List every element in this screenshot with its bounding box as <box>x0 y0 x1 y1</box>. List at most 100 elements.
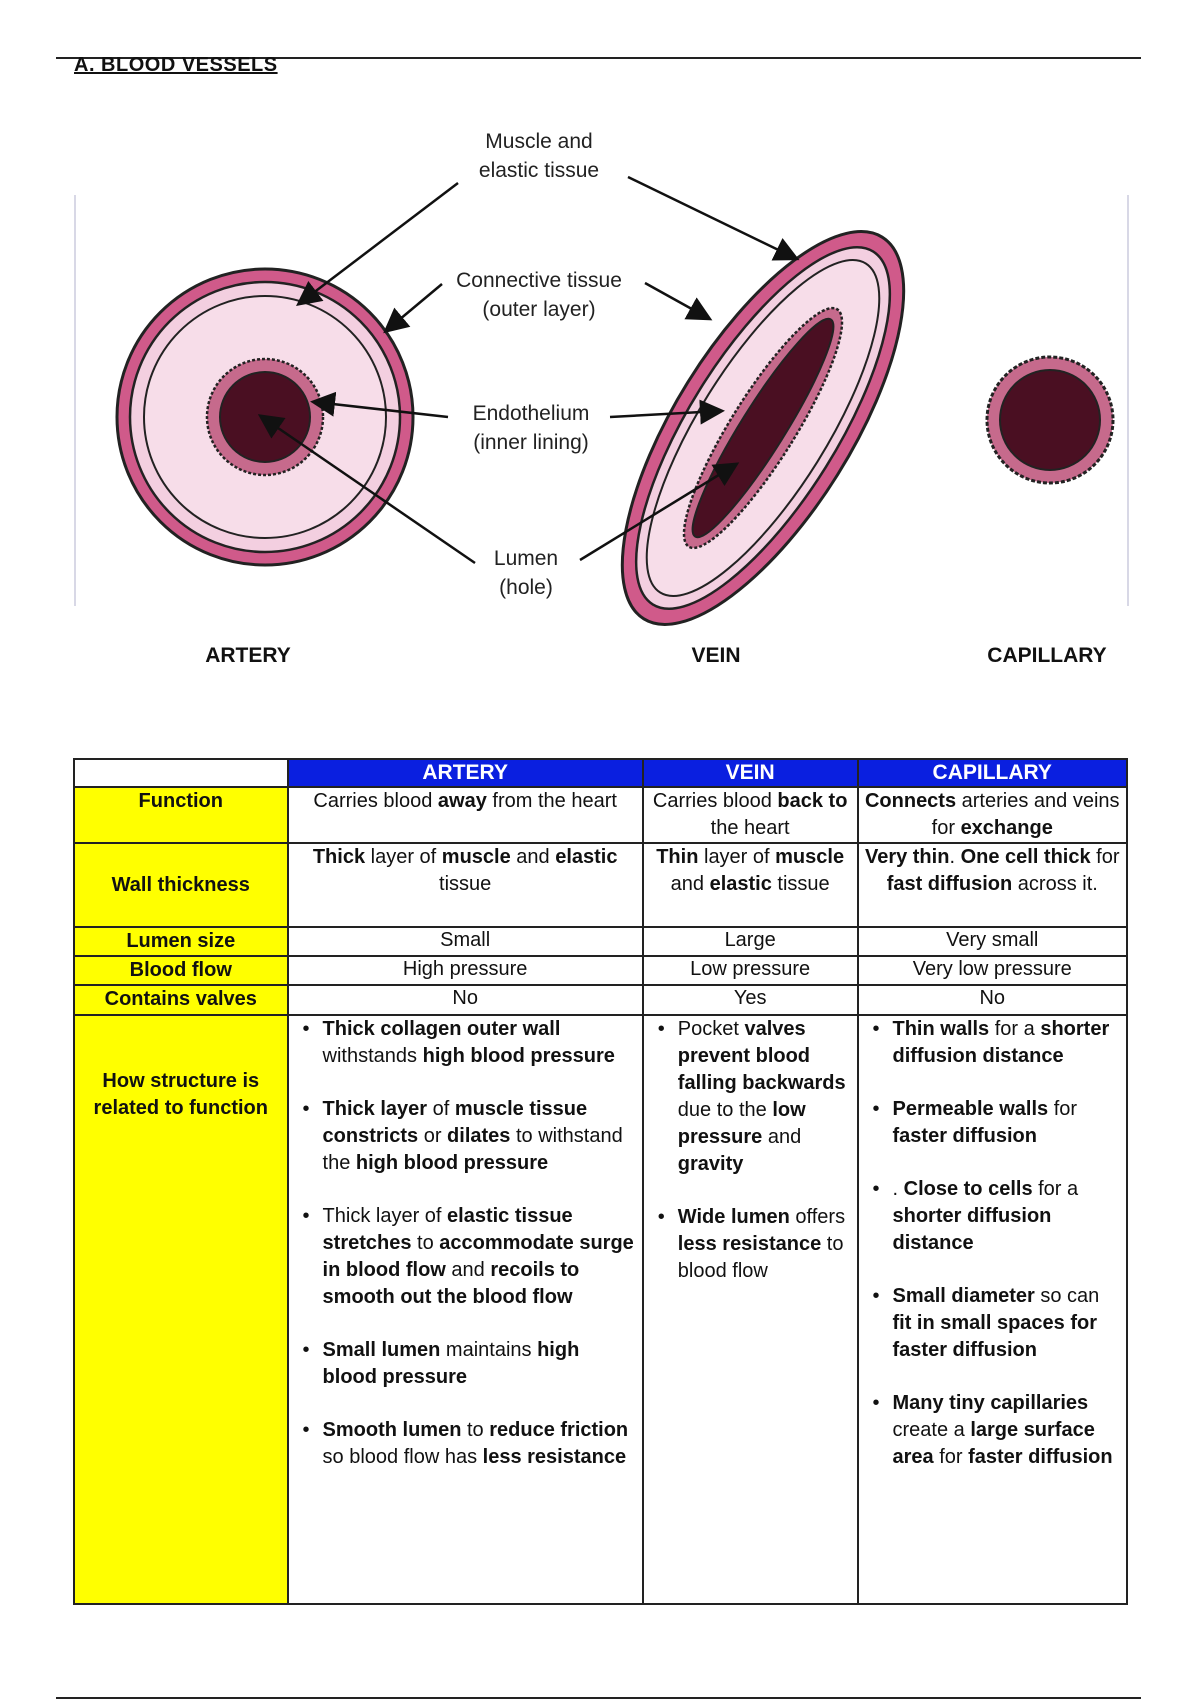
bullet-point: Thick layer of elastic tissue stretches … <box>293 1203 638 1311</box>
text: for <box>933 1446 969 1468</box>
vein-structure-cell: Pocket valves prevent blood falling back… <box>641 1014 859 1605</box>
vein-cell: Yes <box>641 984 859 1016</box>
capillary-cell: Very thin. One cell thick for fast diffu… <box>856 842 1128 928</box>
header-capillary: CAPILLARY <box>856 758 1128 788</box>
text: for a <box>1032 1178 1079 1200</box>
label-line: (inner lining) <box>473 431 589 454</box>
bullet-point: Permeable walls for faster diffusion <box>863 1096 1123 1150</box>
bold-text: Many tiny <box>892 1392 985 1414</box>
bold-text: Small lumen <box>322 1339 441 1361</box>
bold-text: Thick <box>312 846 366 868</box>
bullet-point: Pocket valves prevent blood falling back… <box>648 1016 853 1178</box>
capillary-cell: Connects arteries and veins for exchange <box>856 786 1128 844</box>
bold-text: shorter diffusion distance <box>892 1018 1110 1067</box>
bullet-point: Wide lumen offers less resistance to blo… <box>648 1204 853 1285</box>
text: to <box>411 1232 440 1254</box>
bold-text: high blood pressure <box>322 1339 580 1388</box>
row-label: Contains valves <box>73 984 289 1016</box>
text: and <box>445 1259 491 1281</box>
artery-cross-section <box>115 267 415 567</box>
bold-text: Close to cells <box>903 1178 1033 1200</box>
artery-cell: No <box>286 984 644 1016</box>
bold-text: gravity <box>677 1153 744 1175</box>
bold-text: high blood pressure <box>355 1152 549 1174</box>
capillary-structure-cell: Thin walls for a shorter diffusion dista… <box>856 1014 1128 1605</box>
text: . <box>949 846 961 868</box>
bold-text: elastic <box>555 846 618 868</box>
label-line: (hole) <box>499 576 553 599</box>
text: Yes <box>733 987 767 1009</box>
bullet-point: . Close to cells for a shorter diffusion… <box>863 1176 1123 1257</box>
bold-text: recoils to smooth out the blood flow <box>322 1259 580 1308</box>
bold-text: accommodate surge in blood flow <box>322 1232 634 1281</box>
text: and <box>670 873 710 895</box>
bullet-point: Many tiny capillaries create a large sur… <box>863 1390 1123 1471</box>
artery-cell: Carries blood away from the heart <box>286 786 644 844</box>
text: offers <box>789 1206 846 1228</box>
bold-text: Very thin <box>864 846 950 868</box>
row-label: Lumen size <box>73 926 289 957</box>
text: Very low pressure <box>912 958 1072 980</box>
bold-text: back to <box>777 790 848 812</box>
text: Large <box>724 929 776 951</box>
blood-vessel-diagram <box>74 175 1129 626</box>
text: arteries and veins for <box>931 790 1120 839</box>
text: of <box>427 1098 455 1120</box>
bold-text: dilates <box>447 1125 511 1147</box>
artery-cell: Small <box>286 926 644 957</box>
bold-text: Thick layer <box>322 1098 428 1120</box>
label-connective-tissue: Connective tissue (outer layer) <box>456 266 622 324</box>
table-row: Lumen size Small Large Very small <box>73 926 1128 957</box>
bottom-rule <box>56 1697 1141 1699</box>
label-arrows <box>257 175 800 565</box>
text: and <box>762 1126 802 1148</box>
text: from the heart <box>486 790 617 812</box>
bold-text: low <box>772 1099 806 1121</box>
artery-cell: High pressure <box>286 955 644 986</box>
row-label: Wall thickness <box>73 842 289 928</box>
label-lumen: Lumen (hole) <box>494 544 558 602</box>
text: to withstand the <box>322 1125 623 1174</box>
bold-text: high blood pressure <box>422 1045 615 1067</box>
bold-text: fast diffusion <box>886 873 1013 895</box>
bold-text: Thick collagen outer wall <box>322 1018 561 1040</box>
text: Thick layer of <box>322 1205 448 1227</box>
comparison-table: ARTERY VEIN CAPILLARY Function Carries bl… <box>73 758 1128 1605</box>
capillary-name: CAPILLARY <box>987 644 1107 667</box>
row-label: Function <box>73 786 289 844</box>
top-rule <box>56 57 1141 59</box>
bold-text: capillaries <box>990 1392 1089 1414</box>
bold-text: faster diffusion <box>968 1446 1113 1468</box>
vein-cell: Carries blood back to the heart <box>641 786 859 844</box>
bold-text: exchange <box>960 817 1053 839</box>
table-row-structure: How structure is related to functionThic… <box>73 1014 1128 1605</box>
text: for <box>1090 846 1120 868</box>
bold-text: less resistance <box>677 1233 822 1255</box>
text: and <box>510 846 556 868</box>
bold-text: Small diameter <box>892 1285 1035 1307</box>
artery-name: ARTERY <box>205 644 291 667</box>
bold-text: Smooth lumen <box>322 1419 462 1441</box>
label-line: Endothelium <box>472 402 590 425</box>
text: create a <box>892 1419 971 1441</box>
vein-name: VEIN <box>691 644 741 667</box>
text: withstands <box>322 1045 423 1067</box>
bold-text: elastic tissue stretches <box>322 1205 573 1254</box>
bullet-point: Small lumen maintains high blood pressur… <box>293 1337 638 1391</box>
text: Low pressure <box>690 958 811 980</box>
table-row: Blood flow High pressure Low pressure Very … <box>73 955 1128 986</box>
text: Small <box>440 929 491 951</box>
bold-text: One cell thick <box>960 846 1091 868</box>
text: No <box>979 987 1006 1009</box>
text: tissue <box>439 873 492 895</box>
label-line: Muscle and <box>485 130 593 153</box>
row-label: Blood flow <box>73 955 289 986</box>
vein-cross-section <box>620 230 906 626</box>
bullet-point: Thick layer of muscle tissue constricts … <box>293 1096 638 1177</box>
capillary-cell: No <box>856 984 1128 1016</box>
table-row: Wall thickness Thick layer of muscle and … <box>73 842 1128 928</box>
bullet-point: Thin walls for a shorter diffusion dista… <box>863 1016 1123 1070</box>
bold-text: spaces for faster diffusion <box>892 1312 1098 1361</box>
label-line: elastic tissue <box>478 159 600 182</box>
text: maintains <box>440 1339 538 1361</box>
